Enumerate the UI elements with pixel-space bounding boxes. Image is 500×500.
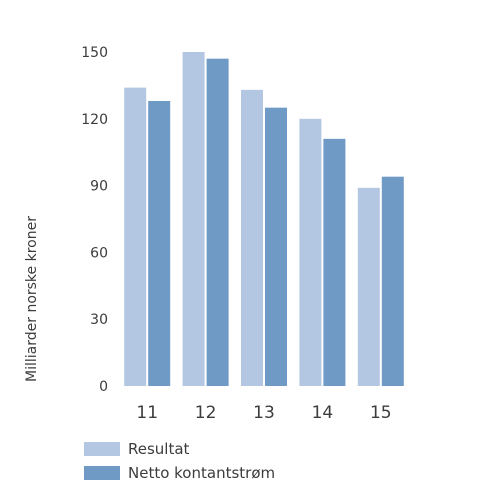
- legend-item-netto-kontantstrom: Netto kontantstrøm: [84, 461, 275, 485]
- legend-label-resultat: Resultat: [128, 440, 190, 458]
- bar-resultat-14: [299, 118, 322, 387]
- x-axis-ticks: 11 12 13 14 15: [136, 403, 391, 423]
- bar-resultat-15: [357, 187, 380, 386]
- y-axis-ticks: 0 30 60 90 120 150: [81, 45, 108, 395]
- y-axis-label-group: Milliarder norske kroner: [24, 216, 40, 382]
- bar-netto-kontantstrom-14: [323, 138, 346, 386]
- y-axis-label: Milliarder norske kroner: [24, 216, 40, 382]
- y-tick-label: 0: [99, 379, 108, 395]
- bar-netto-kontantstrom-15: [381, 176, 404, 386]
- bar-netto-kontantstrom-11: [148, 100, 171, 386]
- y-tick-label: 90: [90, 179, 108, 195]
- legend: Resultat Netto kontantstrøm: [84, 437, 275, 485]
- bar-resultat-11: [124, 87, 147, 387]
- bar-resultat-13: [241, 89, 263, 386]
- bar-resultat-12: [182, 52, 205, 386]
- x-tick-label: 13: [253, 403, 275, 423]
- y-tick-label: 60: [90, 245, 108, 261]
- y-tick-label: 30: [90, 312, 108, 328]
- legend-swatch-netto-kontantstrom: [84, 466, 120, 480]
- x-tick-label: 15: [370, 403, 392, 423]
- legend-swatch-resultat: [84, 442, 120, 456]
- legend-item-resultat: Resultat: [84, 437, 275, 461]
- legend-label-netto-kontantstrom: Netto kontantstrøm: [128, 464, 276, 482]
- x-tick-label: 12: [195, 403, 217, 423]
- y-tick-label: 120: [81, 112, 108, 128]
- bar-netto-kontantstrom-13: [265, 107, 287, 387]
- x-tick-label: 11: [136, 403, 158, 423]
- bars: [124, 52, 404, 387]
- chart-canvas: Milliarder norske kroner 0 30 60 90 120 150 1…: [24, 45, 404, 423]
- x-tick-label: 14: [312, 403, 334, 423]
- bar-netto-kontantstrom-12: [206, 58, 229, 387]
- y-tick-label: 150: [81, 45, 108, 61]
